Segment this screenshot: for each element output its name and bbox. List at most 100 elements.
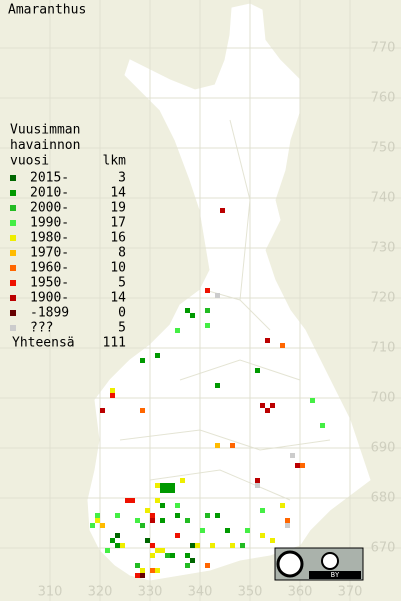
grid-square [255,368,260,373]
grid-square [195,543,200,548]
grid-square [155,353,160,358]
grid-square [140,408,145,413]
grid-square [145,538,150,543]
grid-square [240,543,245,548]
legend-count: 0 [118,306,126,321]
grid-square [270,403,275,408]
legend-count: 14 [110,186,126,201]
legend-count: 5 [118,276,126,291]
x-tick-label: 350 [238,585,263,600]
observations [90,208,325,578]
grid-square [280,343,285,348]
legend-label: 1980- [30,231,69,246]
grid-square [225,528,230,533]
grid-square [95,518,100,523]
legend-label: -1899 [30,306,69,321]
grid-square [185,563,190,568]
legend-count: 16 [110,231,126,246]
grid-square [185,308,190,313]
grid-square [205,563,210,568]
grid-square [180,478,185,483]
legend-label: 2010- [30,186,69,201]
grid-square [160,488,165,493]
legend-swatch [10,310,16,316]
grid-square [140,358,145,363]
legend-title: Vuusimman [10,123,80,138]
grid-square [205,513,210,518]
grid-square [260,403,265,408]
grid-square [320,423,325,428]
grid-square [165,488,170,493]
legend-swatch [10,190,16,196]
x-tick-label: 360 [288,585,313,600]
grid-square [215,443,220,448]
legend-count-header: lkm [103,154,127,169]
grid-square [310,398,315,403]
legend-label: 1950- [30,276,69,291]
grid-square [255,483,260,488]
y-tick-label: 720 [371,291,396,306]
grid-square [135,518,140,523]
y-tick-label: 690 [371,441,396,456]
y-tick-label: 700 [371,391,396,406]
grid-square [175,328,180,333]
legend-count: 14 [110,291,126,306]
y-tick-label: 710 [371,341,396,356]
legend-label: 1990- [30,216,69,231]
grid-square [220,208,225,213]
grid-square [160,518,165,523]
grid-square [100,523,105,528]
grid-square [150,553,155,558]
x-tick-label: 310 [38,585,63,600]
grid-square [160,548,165,553]
legend-count: 5 [118,321,126,336]
by-icon [321,552,339,570]
grid-square [270,538,275,543]
grid-square [140,523,145,528]
grid-square [175,503,180,508]
grid-square [255,478,260,483]
grid-square [300,463,305,468]
finland-outline [87,3,371,581]
grid-square [215,383,220,388]
y-tick-label: 670 [371,541,396,556]
grid-square [155,498,160,503]
legend-swatch [10,235,16,241]
badge-text: BY [331,571,340,579]
legend-total: 111 [103,336,126,351]
grid-square [290,453,295,458]
cc-icon [276,550,304,578]
grid-square [150,543,155,548]
y-tick-label: 680 [371,491,396,506]
license-badge: BY [274,547,364,581]
legend-swatch [10,265,16,271]
grid-square [115,543,120,548]
grid-square [160,503,165,508]
grid-square [120,543,125,548]
grid-square [90,523,95,528]
legend-title: havainnon [10,138,80,153]
legend-count: 17 [110,216,126,231]
legend-swatch [10,175,16,181]
grid-square [170,488,175,493]
grid-square [95,513,100,518]
legend-swatch [10,250,16,256]
grid-square [185,553,190,558]
grid-square [170,553,175,558]
y-tick-label: 730 [371,241,396,256]
grid-square [285,523,290,528]
grid-square [175,513,180,518]
grid-square [260,533,265,538]
grid-square [230,543,235,548]
y-tick-label: 740 [371,191,396,206]
grid-square [210,543,215,548]
grid-square [280,503,285,508]
y-tick-label: 770 [371,41,396,56]
grid-square [105,548,110,553]
grid-square [265,408,270,413]
grid-square [165,553,170,558]
x-tick-label: 340 [188,585,213,600]
x-tick-label: 370 [338,585,363,600]
